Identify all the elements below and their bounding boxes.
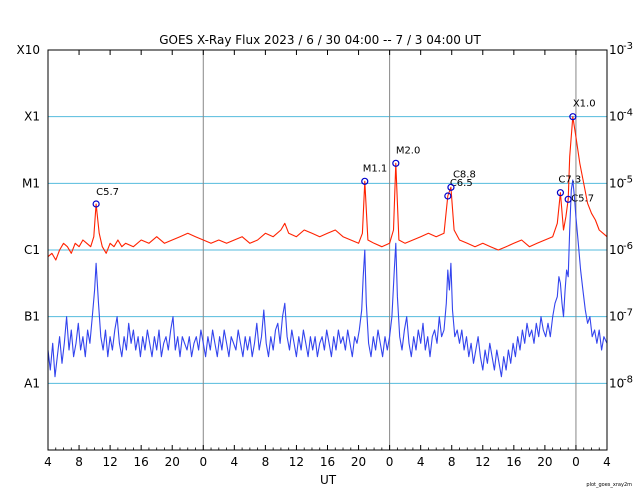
footer-credit: plot_goes_xray2m <box>586 482 632 488</box>
flare-label-4: C8.8 <box>453 169 476 180</box>
x-tick-label-3: 16 <box>134 455 149 469</box>
x-tick-label-11: 0 <box>386 455 394 469</box>
chart-title: GOES X-Ray Flux 2023 / 6 / 30 04:00 -- 7… <box>159 33 481 47</box>
y-left-label-5: A1 <box>24 376 40 390</box>
flare-marker-7 <box>569 113 577 121</box>
flare-label-7: X1.0 <box>573 99 596 110</box>
y-right-exponent: -3 <box>623 41 633 52</box>
x-tick-label-6: 4 <box>231 455 239 469</box>
flare-marker-2 <box>392 159 400 167</box>
flare-label-3: C6.5 <box>450 178 473 189</box>
y-right-exponent: -4 <box>623 108 633 119</box>
y-left-label-1: X1 <box>24 110 40 124</box>
y-right-base: 10 <box>609 376 624 390</box>
x-tick-label-18: 4 <box>603 455 611 469</box>
x-tick-label-5: 0 <box>199 455 207 469</box>
y-right-exponent: -8 <box>623 374 633 385</box>
x-axis-label: UT <box>320 473 337 487</box>
y-right-base: 10 <box>609 43 624 57</box>
flare-marker-6 <box>564 195 572 203</box>
flare-label-6: C5.7 <box>571 193 594 204</box>
x-tick-label-14: 12 <box>475 455 490 469</box>
y-right-label-5: 10-8 <box>609 374 633 390</box>
y-right-exponent: -7 <box>623 308 633 319</box>
y-right-base: 10 <box>609 110 624 124</box>
flare-marker-1 <box>361 177 369 185</box>
flare-label-0: C5.7 <box>96 187 119 198</box>
flare-markers: C5.7 M1.1 M2.0 C6.5C8.8 C7.3 C5.7 X1.0 <box>92 99 596 208</box>
y-right-labels: 10-310-410-510-610-710-8 <box>609 41 633 390</box>
y-left-label-3: C1 <box>24 243 40 257</box>
grid-layer <box>48 116 607 384</box>
x-tick-label-16: 20 <box>537 455 552 469</box>
x-tick-label-17: 0 <box>572 455 580 469</box>
y-right-exponent: -5 <box>623 174 633 185</box>
series-line-short <box>47 179 608 378</box>
x-tick-label-1: 8 <box>75 455 83 469</box>
y-right-label-1: 10-4 <box>609 108 633 124</box>
flare-marker-0 <box>92 200 100 208</box>
flare-label-2: M2.0 <box>396 145 421 156</box>
y-right-base: 10 <box>609 243 624 257</box>
y-right-label-2: 10-5 <box>609 174 633 190</box>
y-right-label-3: 10-6 <box>609 241 633 257</box>
series-line-long <box>47 116 608 261</box>
y-left-label-2: M1 <box>22 176 40 190</box>
flare-marker-4 <box>447 183 455 191</box>
x-tick-label-4: 20 <box>165 455 180 469</box>
x-tick-labels: 4 8 12 16 20 0 4 8 12 16 20 0 4 8 12 16 20 0 4 <box>44 455 611 469</box>
y-left-label-0: X10 <box>17 43 41 57</box>
x-tick-label-12: 4 <box>417 455 425 469</box>
x-tick-label-2: 12 <box>102 455 117 469</box>
flare-label-1: M1.1 <box>363 163 388 174</box>
x-tick-label-13: 8 <box>448 455 456 469</box>
x-tick-label-15: 16 <box>506 455 521 469</box>
y-right-label-4: 10-7 <box>609 308 633 324</box>
flare-label-5: C7.3 <box>558 175 581 186</box>
y-right-exponent: -6 <box>623 241 633 252</box>
x-tick-label-10: 20 <box>351 455 366 469</box>
y-right-label-0: 10-3 <box>609 41 633 57</box>
y-right-base: 10 <box>609 310 624 324</box>
y-left-label-4: B1 <box>24 310 40 324</box>
y-right-base: 10 <box>609 176 624 190</box>
series-layer <box>47 116 608 378</box>
x-tick-label-8: 12 <box>289 455 304 469</box>
y-left-labels: X10 X1 M1 C1 B1 A1 <box>17 43 41 390</box>
x-tick-label-9: 16 <box>320 455 335 469</box>
x-tick-label-7: 8 <box>262 455 270 469</box>
flare-marker-5 <box>556 189 565 197</box>
x-tick-label-0: 4 <box>44 455 52 469</box>
flare-marker-3 <box>444 192 452 200</box>
tick-layer <box>47 50 608 450</box>
